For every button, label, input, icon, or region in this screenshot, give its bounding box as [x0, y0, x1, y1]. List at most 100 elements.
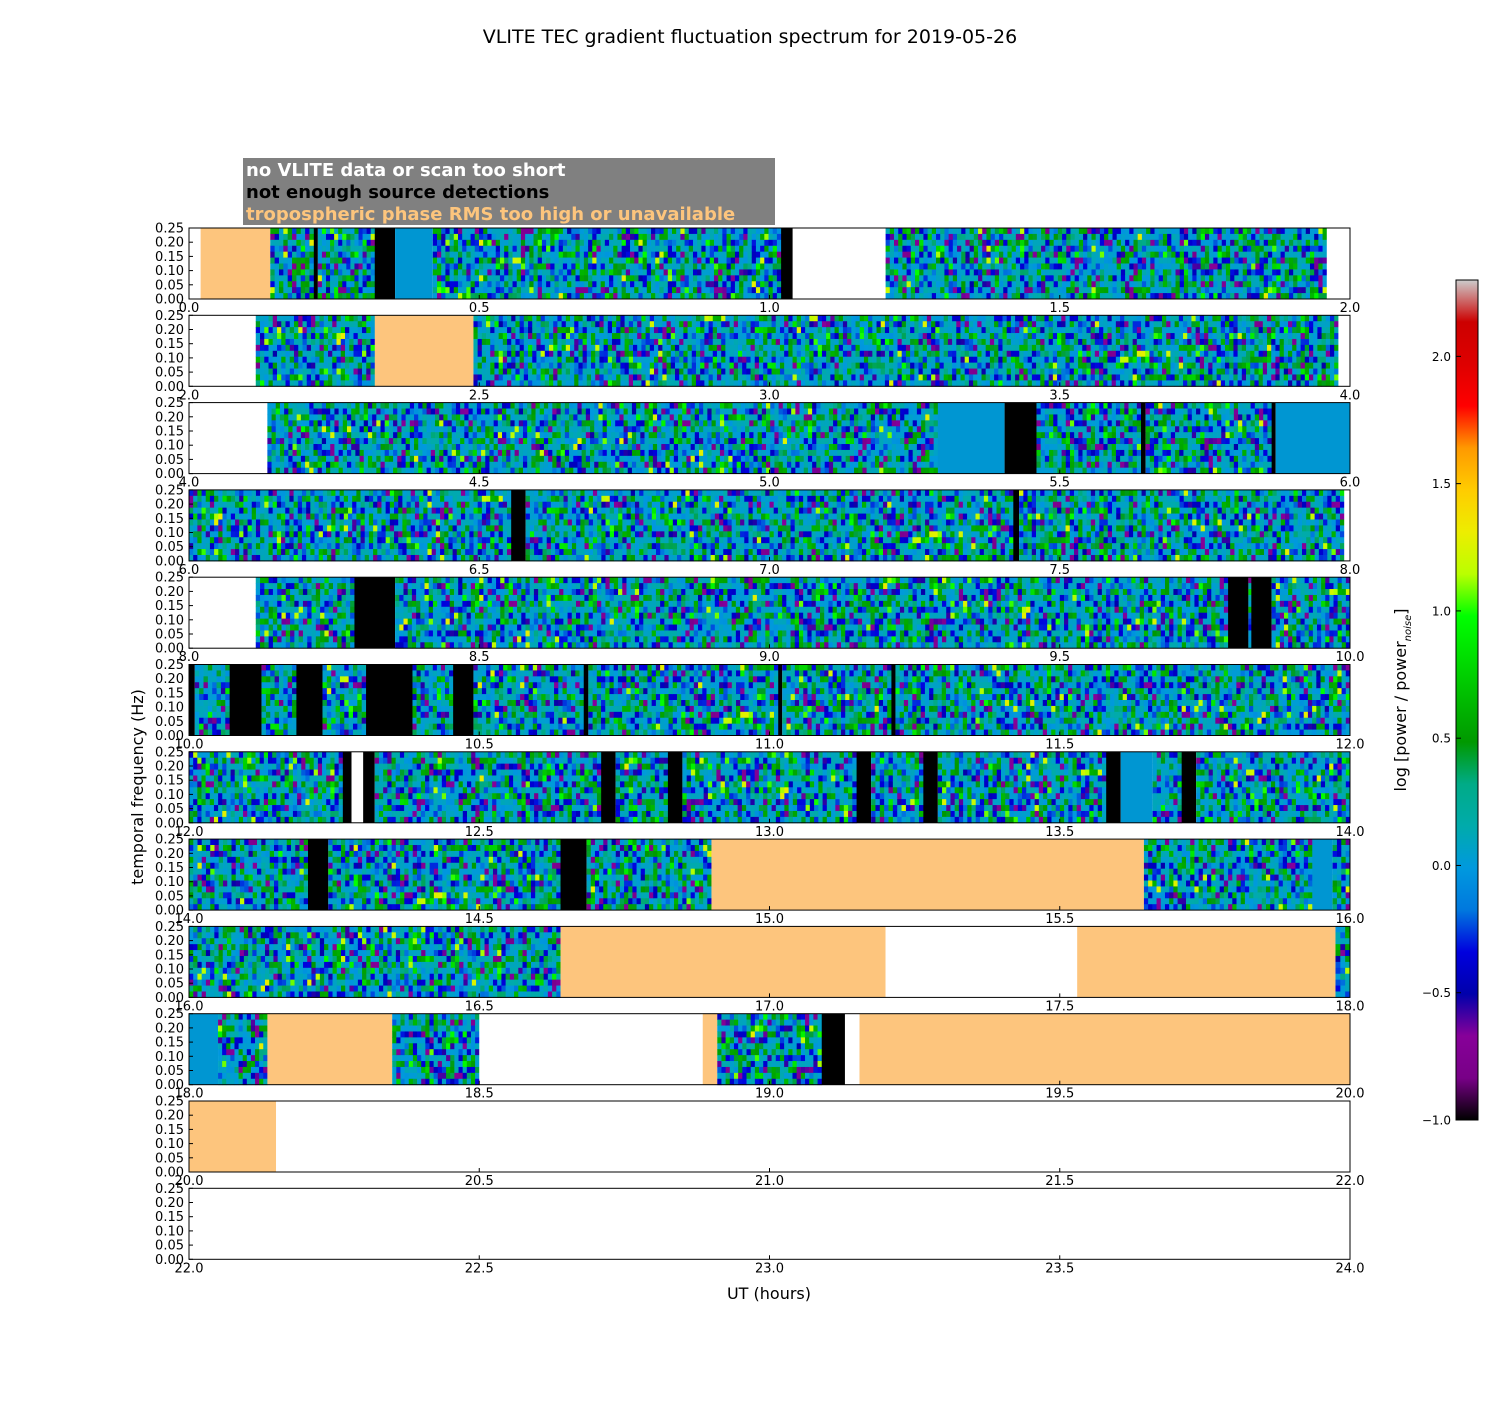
- spectrum-cell: [769, 264, 774, 270]
- spectrum-cell: [788, 339, 793, 345]
- spectrum-cell: [567, 281, 572, 287]
- spectrum-cell: [759, 357, 764, 363]
- spectrum-cell: [633, 339, 638, 345]
- spectrum-cell: [739, 264, 744, 270]
- spectrum-cell: [725, 339, 730, 345]
- spectrum-cell: [847, 315, 852, 321]
- spectrum-cell: [1041, 275, 1046, 281]
- spectrum-cell: [318, 281, 322, 287]
- spectrum-cell: [898, 287, 903, 293]
- spectrum-cell: [1100, 264, 1105, 270]
- spectrum-cell: [872, 321, 877, 327]
- spectrum-cell: [288, 246, 293, 252]
- spectrum-cell: [1145, 339, 1150, 345]
- spectrum-cell: [490, 357, 495, 363]
- spectrum-cell: [462, 275, 467, 281]
- spectrum-cell: [738, 369, 743, 375]
- spectrum-cell: [366, 315, 371, 321]
- spectrum-cell: [1070, 275, 1075, 281]
- spectrum-cell: [1166, 351, 1171, 357]
- spectrum-cell: [1191, 333, 1196, 339]
- spectrum-cell: [1158, 339, 1163, 345]
- spectrum-cell: [620, 345, 625, 351]
- spectrum-cell: [625, 327, 630, 333]
- spectrum-cell: [902, 345, 907, 351]
- spectrum-cell: [667, 374, 672, 380]
- spectrum-cell: [1180, 258, 1185, 264]
- spectrum-cell: [1129, 293, 1134, 299]
- spectrum-cell: [371, 246, 375, 252]
- spectrum-cell: [1230, 275, 1235, 281]
- spectrum-cell: [503, 345, 508, 351]
- spectrum-cell: [1196, 315, 1201, 321]
- spectrum-cell: [641, 351, 646, 357]
- spectrum-cell: [676, 281, 681, 287]
- spectrum-cell: [350, 240, 354, 246]
- spectrum-cell: [1100, 246, 1105, 252]
- spectrum-cell: [605, 275, 610, 281]
- spectrum-cell: [545, 357, 550, 363]
- spectrum-cell: [910, 315, 915, 321]
- spectrum-cell: [675, 339, 680, 345]
- spectrum-cell: [609, 293, 614, 299]
- spectrum-cell: [575, 275, 580, 281]
- spectrum-cell: [1016, 258, 1021, 264]
- spectrum-cell: [1045, 264, 1050, 270]
- spectrum-cell: [363, 293, 367, 299]
- spectrum-cell: [286, 374, 291, 380]
- spectrum-cell: [1247, 258, 1252, 264]
- spectrum-cell: [1116, 363, 1121, 369]
- spectrum-cell: [1049, 339, 1054, 345]
- spectrum-cell: [549, 339, 554, 345]
- spectrum-cell: [483, 293, 488, 299]
- spectrum-cell: [982, 275, 987, 281]
- spectrum-cell: [337, 315, 342, 321]
- spectrum-cell: [1070, 369, 1075, 375]
- spectrum-cell: [1289, 252, 1294, 258]
- spectrum-cell: [1176, 228, 1181, 234]
- spectrum-cell: [902, 369, 907, 375]
- spectrum-cell: [814, 374, 819, 380]
- spectrum-cell: [902, 315, 907, 321]
- spectrum-cell: [1155, 287, 1160, 293]
- spectrum-cell: [956, 333, 961, 339]
- spectrum-cell: [776, 363, 781, 369]
- spectrum-cell: [1170, 339, 1175, 345]
- spectrum-cell: [651, 281, 656, 287]
- spectrum-cell: [1145, 380, 1150, 386]
- spectrum-cell: [692, 357, 697, 363]
- spectrum-cell: [445, 228, 450, 234]
- spectrum-cell: [334, 252, 338, 258]
- spectrum-cell: [445, 264, 450, 270]
- spectrum-cell: [881, 339, 886, 345]
- spectrum-cell: [932, 252, 937, 258]
- spectrum-cell: [818, 339, 823, 345]
- spectrum-cell: [1070, 228, 1075, 234]
- spectrum-cell: [1082, 380, 1087, 386]
- spectrum-cell: [1082, 345, 1087, 351]
- spectrum-cell: [1134, 275, 1139, 281]
- spectrum-cell: [944, 287, 949, 293]
- spectrum-cell: [490, 345, 495, 351]
- spectrum-cell: [1297, 234, 1302, 240]
- spectrum-cell: [1155, 269, 1160, 275]
- spectrum-cell: [288, 240, 293, 246]
- spectrum-cell: [1120, 327, 1125, 333]
- spectrum-cell: [1124, 315, 1129, 321]
- spectrum-cell: [776, 321, 781, 327]
- spectrum-cell: [532, 339, 537, 345]
- spectrum-cell: [354, 264, 358, 270]
- spectrum-cell: [1079, 240, 1084, 246]
- spectrum-cell: [524, 357, 529, 363]
- spectrum-cell: [571, 246, 576, 252]
- spectrum-cell: [301, 240, 306, 246]
- spectrum-cell: [714, 234, 719, 240]
- spectrum-cell: [956, 357, 961, 363]
- spectrum-cell: [273, 327, 278, 333]
- spectrum-cell: [1272, 275, 1277, 281]
- spectrum-cell: [1150, 252, 1155, 258]
- spectrum-cell: [680, 240, 685, 246]
- spectrum-cell: [667, 380, 672, 386]
- spectrum-cell: [634, 275, 639, 281]
- spectrum-cell: [767, 357, 772, 363]
